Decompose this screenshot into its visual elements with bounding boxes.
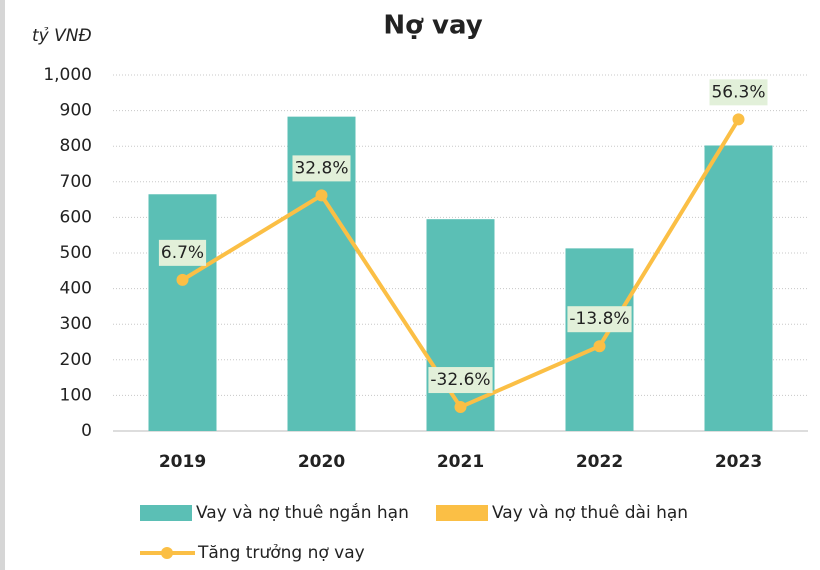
data-label: 6.7% — [161, 243, 204, 263]
chart-title: Nợ vay — [383, 11, 482, 41]
bar — [426, 219, 495, 431]
x-tick-label: 2023 — [715, 452, 762, 472]
legend-label: Tăng trưởng nợ vay — [197, 543, 365, 563]
data-label-group: -13.8% — [567, 306, 632, 333]
x-tick-label: 2021 — [437, 452, 484, 472]
x-tick-label: 2019 — [159, 452, 206, 472]
data-label: 32.8% — [294, 158, 348, 178]
line-marker — [732, 113, 745, 126]
bar — [704, 145, 773, 431]
data-label-bg — [428, 367, 493, 394]
page-edge — [0, 0, 5, 570]
line-marker — [176, 273, 189, 286]
line-marker — [315, 189, 328, 202]
legend-marker — [161, 547, 173, 559]
data-label-group: 56.3% — [709, 79, 768, 106]
legend-swatch — [436, 505, 488, 521]
data-label: -32.6% — [430, 370, 490, 390]
x-tick-label: 2020 — [298, 452, 345, 472]
bar — [148, 194, 217, 431]
y-tick-label: 800 — [60, 136, 92, 156]
y-tick-label: 600 — [60, 207, 92, 227]
data-label-group: -32.6% — [428, 367, 493, 394]
legend-label: Vay và nợ thuê dài hạn — [492, 503, 688, 523]
y-tick-label: 300 — [60, 314, 92, 334]
line-marker — [454, 401, 467, 414]
data-label-bg — [709, 79, 768, 106]
bar — [565, 248, 634, 431]
data-label-bg — [292, 155, 351, 182]
legend-swatch — [140, 505, 192, 521]
y-tick-label: 100 — [60, 385, 92, 405]
data-label-group: 6.7% — [158, 239, 207, 266]
legend-label: Vay và nợ thuê ngắn hạn — [196, 502, 409, 523]
data-label-group: 32.8% — [292, 155, 351, 182]
y-tick-label: 1,000 — [43, 65, 92, 85]
data-label: -13.8% — [569, 309, 629, 329]
y-tick-label: 500 — [60, 243, 92, 263]
x-tick-label: 2022 — [576, 452, 623, 472]
data-label: 56.3% — [711, 82, 765, 102]
y-tick-label: 400 — [60, 279, 92, 299]
line-marker — [593, 340, 606, 353]
data-label-bg — [158, 239, 207, 266]
data-label-bg — [567, 306, 632, 333]
y-tick-label: 0 — [81, 421, 92, 441]
y-axis-label: tỷ VNĐ — [32, 26, 92, 46]
y-tick-label: 700 — [60, 172, 92, 192]
y-tick-label: 900 — [60, 101, 92, 121]
y-tick-label: 200 — [60, 350, 92, 370]
